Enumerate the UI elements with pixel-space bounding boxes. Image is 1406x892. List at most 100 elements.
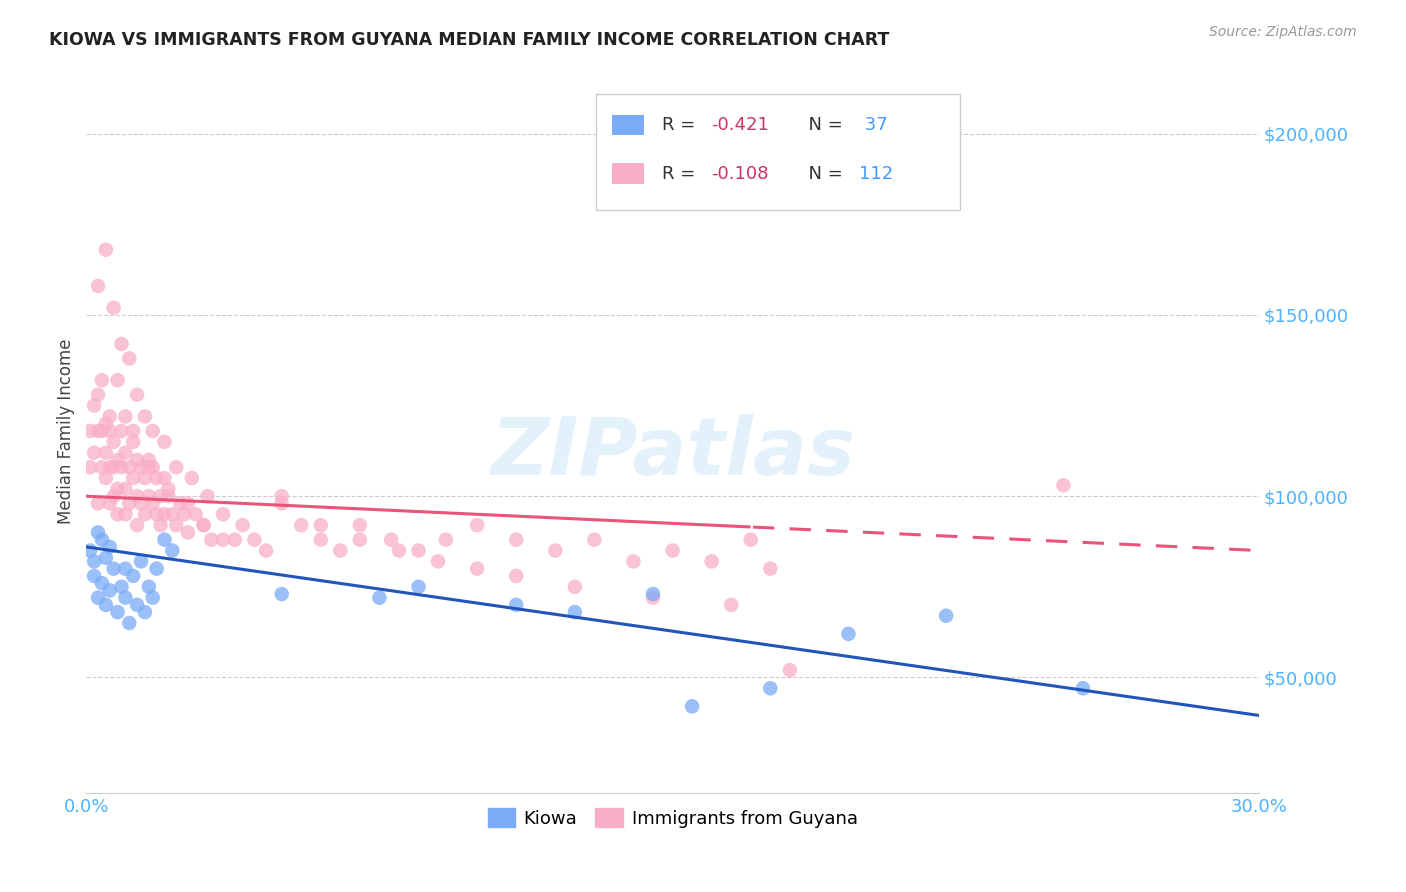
Point (87, 525, 110, 540)
Point (759, 562, 782, 576)
Point (103, 434, 125, 449)
Point (83, 554, 105, 568)
Point (118, 496, 141, 510)
Point (661, 543, 683, 558)
Point (434, 533, 457, 547)
Point (1052, 478, 1074, 492)
Point (184, 508, 207, 522)
Point (110, 460, 132, 475)
Point (544, 543, 567, 558)
Point (254, 543, 277, 558)
Point (740, 533, 762, 547)
Point (232, 518, 254, 533)
Text: N =: N = (797, 116, 848, 134)
Point (212, 508, 235, 522)
Point (122, 569, 145, 583)
Point (145, 471, 167, 485)
Point (79, 460, 101, 475)
Point (180, 471, 202, 485)
Point (103, 460, 125, 475)
Point (700, 554, 723, 568)
Point (197, 489, 219, 503)
Point (98, 496, 121, 510)
FancyBboxPatch shape (612, 115, 644, 136)
Point (169, 496, 191, 510)
Point (98, 424, 121, 438)
Point (779, 663, 801, 677)
Point (87, 496, 110, 510)
Text: 112: 112 (859, 165, 893, 183)
Point (138, 460, 160, 475)
Point (153, 471, 176, 485)
Point (200, 533, 222, 547)
Point (87, 279, 110, 293)
Point (427, 554, 450, 568)
Point (107, 508, 129, 522)
Point (641, 587, 664, 601)
Point (107, 605, 129, 619)
Point (153, 533, 176, 547)
Point (134, 409, 156, 424)
Point (122, 424, 145, 438)
Point (138, 489, 160, 503)
Point (103, 562, 125, 576)
Point (134, 471, 156, 485)
Text: ZIPatlas: ZIPatlas (491, 414, 855, 491)
Point (110, 337, 132, 351)
Point (118, 460, 141, 475)
Point (90, 424, 112, 438)
Text: R =: R = (662, 165, 702, 183)
Point (129, 460, 152, 475)
Point (583, 533, 606, 547)
Point (162, 543, 184, 558)
Point (142, 591, 165, 605)
Point (110, 424, 132, 438)
Point (720, 598, 742, 612)
Text: R =: R = (662, 116, 702, 134)
FancyBboxPatch shape (596, 94, 960, 210)
Point (83, 399, 105, 413)
Point (270, 496, 292, 510)
Point (129, 496, 152, 510)
Point (79, 543, 101, 558)
Point (193, 518, 215, 533)
Point (505, 569, 527, 583)
Text: 37: 37 (859, 116, 887, 134)
Point (759, 681, 782, 696)
Point (173, 508, 195, 522)
Point (114, 591, 136, 605)
Point (309, 518, 332, 533)
Point (127, 453, 149, 467)
Point (138, 580, 160, 594)
FancyBboxPatch shape (612, 163, 644, 184)
Point (94, 445, 117, 459)
Point (79, 424, 101, 438)
Point (935, 608, 957, 623)
Point (94, 417, 117, 431)
Legend: Kiowa, Immigrants from Guyana: Kiowa, Immigrants from Guyana (481, 801, 865, 835)
Point (465, 518, 488, 533)
Point (177, 525, 200, 540)
Y-axis label: Median Family Income: Median Family Income (58, 338, 75, 524)
Point (149, 518, 172, 533)
Point (149, 489, 172, 503)
Point (90, 533, 112, 547)
Point (114, 409, 136, 424)
Point (270, 489, 292, 503)
Point (681, 699, 703, 714)
Point (153, 434, 176, 449)
Point (138, 453, 160, 467)
Point (193, 518, 215, 533)
Point (309, 533, 332, 547)
Point (94, 598, 117, 612)
Point (1071, 681, 1094, 696)
Point (127, 387, 149, 401)
Text: N =: N = (797, 165, 848, 183)
Point (243, 533, 266, 547)
Point (107, 482, 129, 496)
Point (87, 387, 110, 401)
Point (142, 496, 165, 510)
Point (127, 598, 149, 612)
Point (505, 598, 527, 612)
Point (145, 562, 167, 576)
